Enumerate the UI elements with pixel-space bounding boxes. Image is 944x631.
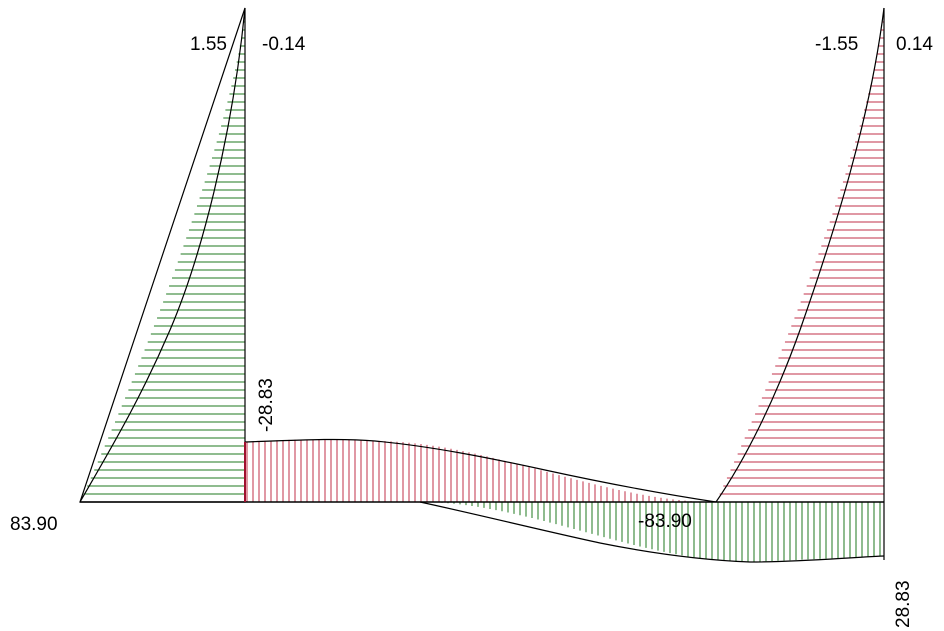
label-right-column-top: 0.14 <box>896 34 933 55</box>
beam-upper-hatch <box>246 439 716 502</box>
beam-lower-outline <box>419 501 885 563</box>
label-left-column-top: 1.55 <box>190 34 227 55</box>
right-column-hatch <box>719 13 884 495</box>
label-left-column-top-inner: -0.14 <box>262 34 306 55</box>
left-column-outline <box>79 7 246 503</box>
left-column-curve <box>79 7 246 503</box>
label-beam-right-end: -83.90 <box>638 511 692 532</box>
label-right-base: 28.83 <box>893 580 914 628</box>
left-column-hatch <box>83 13 245 495</box>
right-column-curve <box>715 7 885 503</box>
label-right-column-top-inner: -1.55 <box>815 34 858 55</box>
label-left-base: 83.90 <box>10 514 58 535</box>
beam-lower-hatch <box>423 502 881 562</box>
label-beam-left-end: -28.83 <box>256 378 277 432</box>
beam-upper-outline <box>244 438 717 503</box>
